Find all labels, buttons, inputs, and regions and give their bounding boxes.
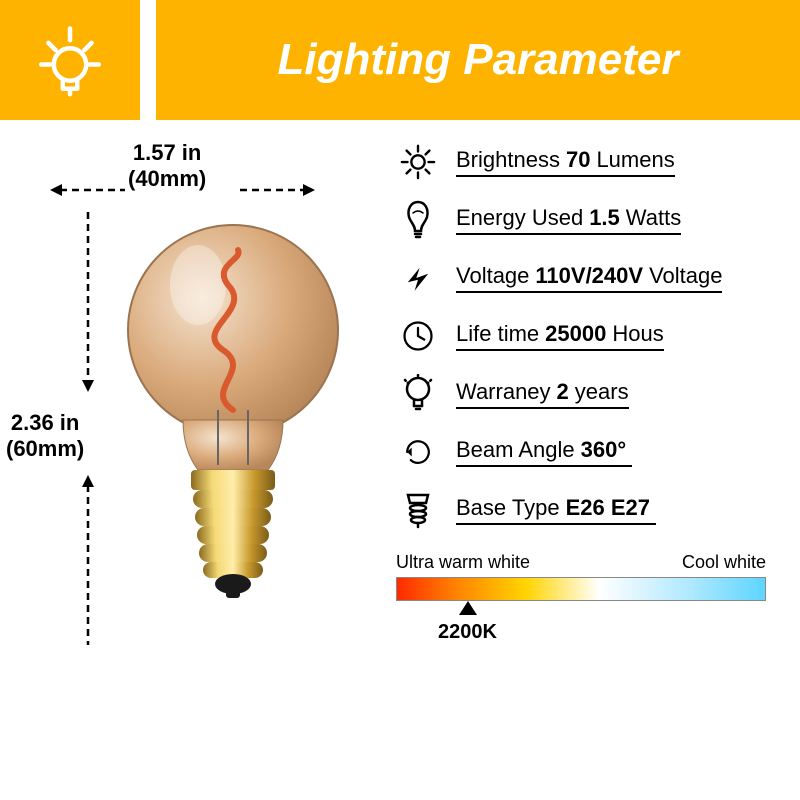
bolt-icon [396, 256, 440, 300]
spec-row-rotate: Beam Angle360° [396, 430, 782, 474]
sun-icon [396, 140, 440, 184]
spec-unit: Voltage [649, 263, 722, 289]
spec-text: Base TypeE26 E27 [456, 495, 656, 525]
spec-text: Brightness70Lumens [456, 147, 675, 177]
ct-right-label: Cool white [682, 552, 766, 573]
spec-label: Life time [456, 321, 539, 347]
page-title: Lighting Parameter [156, 0, 800, 120]
spec-label: Beam Angle [456, 437, 575, 463]
spec-label: Brightness [456, 147, 560, 173]
bulb-icon [396, 198, 440, 242]
header-icon-box [0, 0, 140, 120]
header: Lighting Parameter [0, 0, 800, 120]
spec-row-base: Base TypeE26 E27 [396, 488, 782, 532]
spec-text: Voltage110V/240VVoltage [456, 263, 722, 293]
spec-value: 70 [566, 147, 590, 173]
spec-text: Warraney2years [456, 379, 629, 409]
dimensions-panel: 1.57 in (40mm) 2.36 in (60mm) [18, 140, 378, 644]
spec-value: 1.5 [589, 205, 620, 231]
ct-left-label: Ultra warm white [396, 552, 530, 573]
spec-unit: years [575, 379, 629, 405]
spec-label: Warraney [456, 379, 551, 405]
specs-panel: Brightness70Lumens Energy Used1.5Watts Vol… [378, 140, 782, 644]
spec-unit: Hous [612, 321, 663, 347]
width-inches: 1.57 in [128, 140, 206, 166]
width-label: 1.57 in (40mm) [128, 140, 206, 192]
height-inches: 2.36 in [6, 410, 84, 436]
arrow-down-icon [78, 212, 98, 392]
spec-label: Voltage [456, 263, 529, 289]
spec-label: Energy Used [456, 205, 583, 231]
spec-value: 360° [581, 437, 627, 463]
spec-label: Base Type [456, 495, 560, 521]
spec-text: Life time25000Hous [456, 321, 664, 351]
main-content: 1.57 in (40mm) 2.36 in (60mm) [0, 120, 800, 644]
height-mm: (60mm) [6, 436, 84, 462]
spec-value: 25000 [545, 321, 606, 347]
arrow-right-icon [240, 180, 315, 200]
spec-value: 2 [557, 379, 569, 405]
spec-row-bolt: Voltage110V/240VVoltage [396, 256, 782, 300]
spec-row-clock: Life time25000Hous [396, 314, 782, 358]
spec-value: 110V/240V [535, 263, 643, 289]
arrow-left-icon [50, 180, 125, 200]
bulb-outline-icon [396, 372, 440, 416]
ct-marker [396, 601, 766, 619]
ct-triangle-icon [459, 601, 477, 615]
arrow-up-icon [78, 475, 98, 645]
base-icon [396, 488, 440, 532]
ct-value: 2200K [438, 621, 766, 644]
spec-row-bulb: Energy Used1.5Watts [396, 198, 782, 242]
clock-icon [396, 314, 440, 358]
ct-gradient-bar [396, 577, 766, 601]
spec-unit: Watts [626, 205, 681, 231]
spec-value: E26 E27 [566, 495, 650, 521]
ct-labels: Ultra warm white Cool white [396, 552, 766, 573]
spec-text: Energy Used1.5Watts [456, 205, 681, 235]
spec-unit: Lumens [596, 147, 674, 173]
bulb-image [123, 210, 343, 640]
rotate-icon [396, 430, 440, 474]
color-temp-scale: Ultra warm white Cool white 2200K [396, 552, 766, 644]
spec-text: Beam Angle360° [456, 437, 632, 467]
lightbulb-icon [25, 15, 115, 105]
width-mm: (40mm) [128, 166, 206, 192]
spec-row-bulb-outline: Warraney2years [396, 372, 782, 416]
spec-row-sun: Brightness70Lumens [396, 140, 782, 184]
height-label: 2.36 in (60mm) [6, 410, 84, 462]
